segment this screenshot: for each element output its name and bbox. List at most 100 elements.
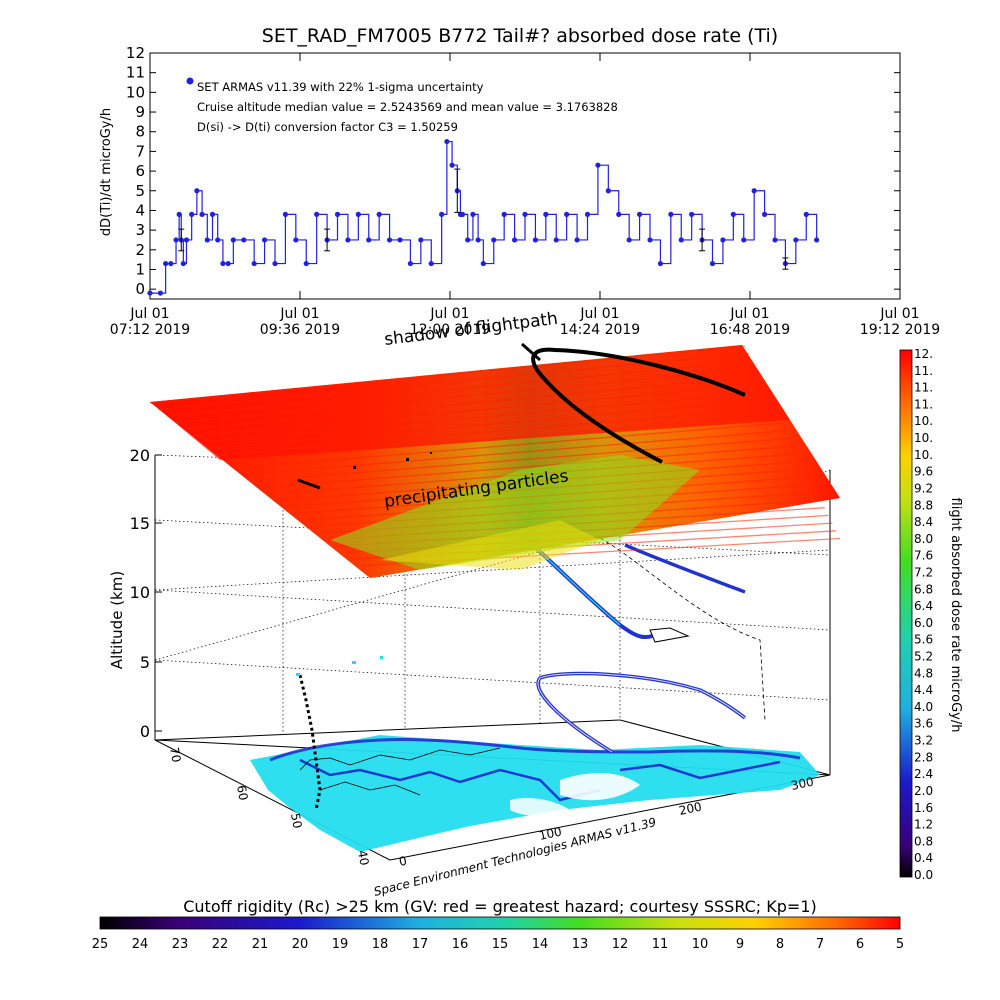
x-tick-label-top: Jul 01 — [579, 306, 619, 322]
data-point — [668, 211, 674, 217]
dose-series — [147, 138, 820, 296]
dose-colorbar-tick: 5.2 — [914, 650, 933, 664]
slab-streak — [209, 399, 772, 450]
data-point — [176, 211, 182, 217]
data-point — [251, 260, 257, 267]
longitude-tick-label: 300 — [790, 774, 815, 792]
rigidity-colorbar-tick: 14 — [532, 937, 549, 952]
data-point — [418, 237, 424, 243]
dose-colorbar-tick: 6.8 — [914, 582, 933, 596]
dose-colorbar-tick: 8.8 — [914, 498, 933, 512]
slab-streak — [234, 422, 784, 469]
data-point — [772, 237, 778, 243]
annotation-uncertainty: SET ARMAS v11.39 with 22% 1-sigma uncert… — [197, 80, 484, 94]
data-point — [334, 211, 341, 217]
latitude-tick-label: 50 — [288, 812, 304, 829]
dose-colorbar-tick: 7.2 — [914, 565, 933, 579]
dose-rate-chart: SET_RAD_FM7005 B772 Tail#? absorbed dose… — [99, 25, 940, 338]
data-point — [564, 211, 570, 217]
dose-colorbar-tick: 10. — [914, 448, 933, 462]
dose-colorbar-tick: 0.4 — [914, 851, 933, 865]
data-point — [501, 211, 507, 217]
data-point — [183, 237, 190, 243]
dose-colorbar-gradient — [899, 349, 913, 878]
rigidity-colorbar: Cutoff rigidity (Rc) >25 km (GV: red = g… — [92, 897, 904, 952]
altitude-tick-label: 20 — [130, 446, 150, 465]
data-point — [293, 237, 299, 243]
y-tick-label: 2 — [135, 241, 145, 259]
rigidity-colorbar-gradient — [99, 916, 901, 930]
data-point — [605, 188, 611, 194]
data-point — [376, 211, 382, 217]
plot-frame — [149, 52, 901, 300]
longitude-tick-group: 0 100 200 300 — [398, 774, 815, 868]
data-point — [532, 237, 539, 243]
dose-colorbar-tick: 11. — [914, 364, 933, 378]
annotation-cruise-stats: Cruise altitude median value = 2.5243569… — [197, 100, 618, 114]
altitude-tick-label: 0 — [140, 722, 150, 741]
rigidity-colorbar-tick: 20 — [292, 937, 309, 952]
slab-streak — [251, 437, 791, 482]
y-tick-label: 7 — [135, 142, 145, 160]
altitude-tick-group: 0 5 10 15 20 — [130, 446, 162, 741]
data-point — [444, 138, 450, 145]
y-tick-label: 3 — [135, 221, 145, 239]
data-point — [163, 260, 169, 267]
dose-colorbar-tick: 5.6 — [914, 633, 933, 647]
slab-streak — [175, 368, 757, 424]
data-point — [261, 237, 268, 243]
data-point — [709, 260, 716, 267]
dose-colorbar-tick: 1.6 — [914, 801, 933, 815]
data-point — [741, 237, 747, 243]
dose-colorbar-ticks: 0.0 0.4 0.8 1.2 1.6 2.0 2.4 2.8 3.2 3.6 4.0 4.4 4.8 5… — [914, 347, 933, 882]
data-point — [616, 211, 622, 217]
latitude-tick-label: 70 — [167, 746, 183, 763]
slab-streak — [183, 376, 761, 430]
error-bars — [178, 168, 789, 270]
data-point — [355, 211, 361, 217]
rigidity-colorbar-tick: 6 — [856, 937, 864, 952]
data-point — [543, 211, 549, 217]
rigidity-colorbar-tick: 18 — [372, 937, 389, 952]
rigidity-colorbar-tick: 21 — [252, 937, 269, 952]
slab-streak — [217, 406, 776, 456]
dose-colorbar-tick: 8.0 — [914, 532, 933, 546]
rigidity-colorbar-tick: 7 — [816, 937, 824, 952]
flightpath-upper — [297, 342, 746, 490]
rigidity-colorbar-tick: 11 — [652, 937, 669, 952]
longitude-tick-label: 0 — [398, 854, 408, 869]
slab-streak — [149, 345, 746, 404]
latitude-tick-label: 40 — [355, 849, 371, 866]
y-axis-label: dD(Ti)/dt microGy/h — [99, 108, 114, 236]
rigidity-colorbar-label: Cutoff rigidity (Rc) >25 km (GV: red = g… — [183, 897, 817, 916]
series-line — [150, 140, 818, 294]
x-tick-label-bottom: 19:12 2019 — [860, 322, 940, 338]
data-point — [314, 211, 320, 217]
data-point — [584, 211, 591, 217]
data-point — [678, 237, 684, 243]
dose-colorbar-tick: 4.8 — [914, 666, 933, 680]
y-tick-label: 11 — [126, 64, 145, 82]
dose-colorbar-tick: 10. — [914, 431, 933, 445]
dose-colorbar-tick: 2.0 — [914, 784, 933, 798]
x-tick-label-top: Jul 01 — [279, 306, 319, 322]
y-tick-label: 8 — [135, 123, 145, 141]
ground-map — [250, 735, 820, 852]
data-point — [272, 260, 278, 267]
data-point — [439, 211, 445, 217]
chart-title: SET_RAD_FM7005 B772 Tail#? absorbed dose… — [262, 25, 778, 47]
y-tick-label: 6 — [135, 162, 145, 180]
data-point — [459, 211, 466, 217]
data-point — [730, 211, 736, 217]
data-point — [225, 260, 231, 267]
data-point — [574, 237, 580, 243]
dose-colorbar-tick: 2.8 — [914, 750, 933, 764]
dose-colorbar-tick: 0.0 — [914, 868, 933, 882]
dose-colorbar-tick: 3.2 — [914, 734, 933, 748]
altitude-tick-label: 15 — [130, 514, 150, 533]
rigidity-colorbar-tick: 25 — [92, 937, 109, 952]
data-point — [209, 211, 216, 217]
annotation-conversion: D(si) -> D(ti) conversion factor C3 = 1.… — [197, 120, 458, 134]
data-point — [793, 237, 799, 243]
dose-colorbar-tick: 6.0 — [914, 616, 933, 630]
